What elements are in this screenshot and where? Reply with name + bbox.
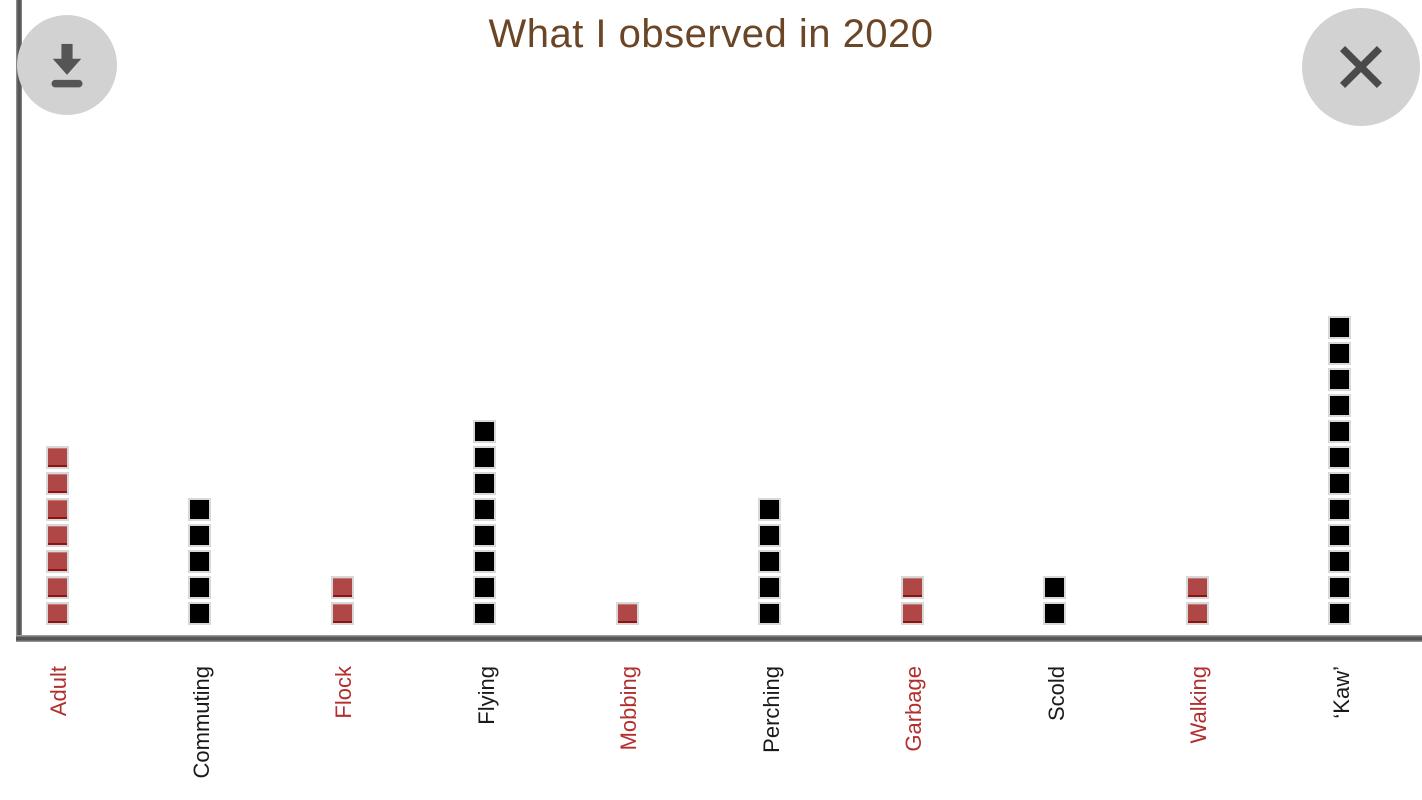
unit-square — [45, 550, 69, 573]
unit-square — [188, 524, 211, 547]
unit-square — [188, 498, 211, 521]
unit-square — [473, 472, 496, 495]
unit-square — [188, 602, 211, 625]
axis-label-garbage: Garbage — [901, 666, 926, 752]
unit-square — [1328, 446, 1351, 469]
unit-square — [45, 524, 69, 547]
unit-square — [900, 576, 924, 599]
axis-label-walking: Walking — [1186, 666, 1211, 744]
unit-square — [1328, 316, 1351, 339]
unit-square — [900, 602, 924, 625]
x-axis-line — [16, 635, 1422, 642]
unit-square — [45, 602, 69, 625]
axis-label-commuting: Commuting — [188, 666, 214, 779]
unit-square — [1328, 420, 1351, 443]
close-button[interactable] — [1302, 8, 1420, 126]
unit-square — [1328, 342, 1351, 365]
unit-square — [45, 446, 69, 469]
bar-flock — [330, 576, 354, 625]
unit-square — [1328, 550, 1351, 573]
close-icon — [1328, 34, 1394, 100]
unit-square — [1185, 602, 1209, 625]
bar-garbage — [900, 576, 924, 625]
bar-perching — [758, 498, 781, 625]
unit-square — [473, 602, 496, 625]
download-icon — [36, 34, 98, 96]
unit-square — [1328, 498, 1351, 521]
y-axis-line — [16, 0, 22, 642]
axis-label-flying: Flying — [473, 666, 499, 725]
download-button[interactable] — [17, 15, 117, 115]
unit-square — [330, 576, 354, 599]
unit-square — [473, 550, 496, 573]
unit-square — [45, 498, 69, 521]
unit-square — [473, 524, 496, 547]
chart-title: What I observed in 2020 — [488, 12, 934, 56]
unit-square — [1328, 524, 1351, 547]
unit-square — [758, 602, 781, 625]
bar-kaw — [1328, 316, 1351, 625]
axis-label-scold: Scold — [1043, 666, 1069, 722]
axis-label-mobbing: Mobbing — [616, 666, 641, 751]
unit-square — [1328, 602, 1351, 625]
axis-label-kaw: ‘Kaw’ — [1328, 666, 1354, 719]
unit-square — [45, 472, 69, 495]
unit-square — [45, 576, 69, 599]
unit-square — [188, 576, 211, 599]
unit-square — [758, 550, 781, 573]
unit-square — [330, 602, 354, 625]
bar-scold — [1043, 576, 1066, 625]
axis-label-flock: Flock — [331, 666, 356, 719]
unit-square — [758, 498, 781, 521]
unit-square — [1328, 472, 1351, 495]
bar-flying — [473, 420, 496, 625]
bar-walking — [1185, 576, 1209, 625]
axis-label-perching: Perching — [758, 666, 784, 753]
unit-square — [758, 576, 781, 599]
bar-adult — [45, 446, 69, 625]
unit-square — [1043, 602, 1066, 625]
unit-square — [1328, 368, 1351, 391]
unit-square — [188, 550, 211, 573]
unit-square — [1328, 394, 1351, 417]
bar-commuting — [188, 498, 211, 625]
unit-square — [1043, 576, 1066, 599]
unit-square — [473, 498, 496, 521]
unit-square — [758, 524, 781, 547]
unit-square — [1185, 576, 1209, 599]
unit-square — [615, 602, 639, 625]
unit-square — [473, 576, 496, 599]
bar-mobbing — [615, 602, 639, 625]
unit-square — [473, 420, 496, 443]
axis-label-adult: Adult — [46, 666, 71, 717]
unit-square — [473, 446, 496, 469]
unit-square — [1328, 576, 1351, 599]
